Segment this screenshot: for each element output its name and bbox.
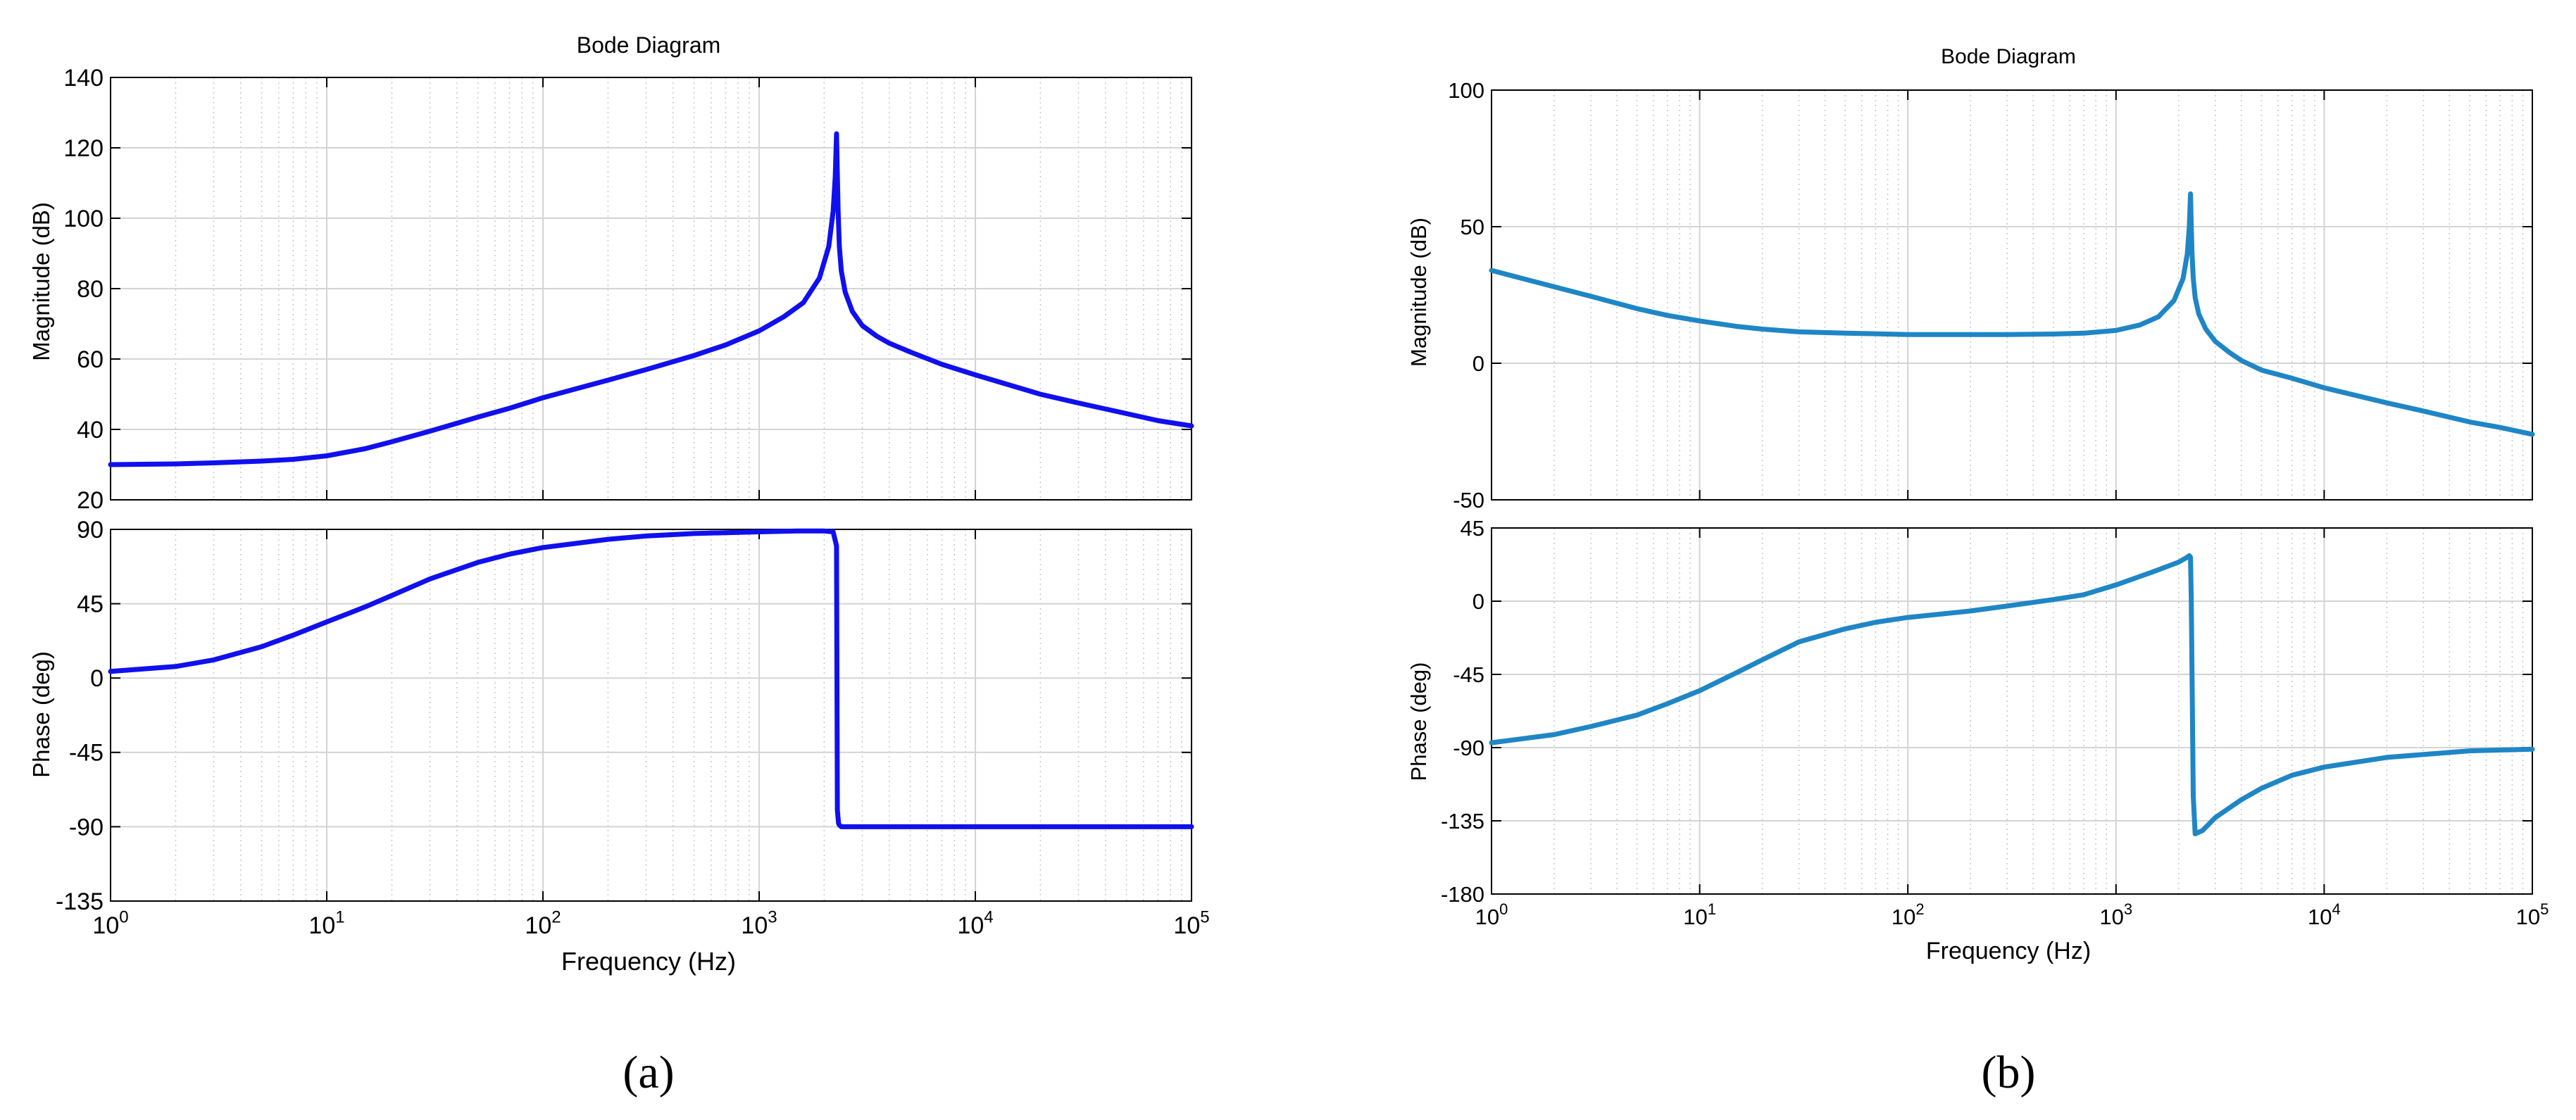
panel-b-x-axis-label: Frequency (Hz) (1926, 938, 2091, 964)
panel-a-x-axis-label: Frequency (Hz) (561, 947, 736, 976)
b-mag-response-line (1489, 191, 2535, 437)
b-ph-y-tick-label: 0 (1473, 589, 1484, 614)
panel-a-title: Bode Diagram (577, 32, 721, 58)
b-mag-axes-frame (1491, 89, 2533, 501)
b-mag-y-tick-label: 100 (1448, 78, 1484, 103)
panel-a-phase-plot: -135 -90 -45 0 45 90 100 101 102 103 104 105 (56, 517, 1210, 939)
a-x-tick-label: 101 (308, 908, 344, 939)
b-x-tick-label: 100 (1475, 900, 1508, 929)
a-mag-y-tick-label: 80 (77, 276, 104, 303)
a-ph-y-tick-label: 45 (77, 591, 104, 618)
b-ph-response-line (1489, 553, 2535, 836)
panel-a: Bode Diagram 20 40 60 80 100 120 140 -135 -90 -4… (28, 32, 1210, 1098)
a-x-tick-label: 103 (741, 908, 777, 939)
b-mag-y-tick-label: -50 (1453, 488, 1484, 512)
panel-b-magnitude-y-label: Magnitude (dB) (1406, 218, 1431, 367)
a-ph-y-tick-label: -45 (69, 740, 104, 767)
a-ph-y-tick-label: -135 (56, 888, 104, 915)
panel-a-magnitude-y-label: Magnitude (dB) (28, 202, 54, 361)
b-ph-y-tick-label: -180 (1441, 882, 1484, 907)
a-mag-y-tick-label: 140 (63, 65, 104, 92)
a-mag-y-tick-label: 100 (63, 206, 104, 232)
b-x-tick-label: 105 (2516, 900, 2549, 929)
a-x-tick-label: 100 (92, 908, 128, 939)
a-ph-y-tick-label: 0 (90, 665, 104, 692)
a-x-tick-label: 105 (1173, 908, 1209, 939)
b-x-tick-label: 102 (1892, 900, 1925, 929)
a-ph-axes-frame (110, 529, 1192, 902)
a-ph-y-tick-label: -90 (69, 814, 104, 841)
b-ph-y-tick-label: 45 (1461, 516, 1484, 541)
b-mag-y-tick-label: 0 (1473, 351, 1484, 376)
panel-b-title: Bode Diagram (1941, 45, 2076, 68)
panel-b-phase-plot: -180 -135 -90 -45 0 45 100 101 102 103 104 105 (1441, 516, 2549, 929)
b-ph-y-tick-label: -90 (1453, 736, 1484, 760)
a-x-tick-label: 102 (525, 908, 561, 939)
b-ph-y-tick-label: -45 (1453, 662, 1484, 687)
panel-a-magnitude-plot: 20 40 60 80 100 120 140 (63, 65, 1194, 514)
a-mag-axes-frame (110, 77, 1192, 501)
b-x-tick-label: 104 (2308, 900, 2341, 929)
a-mag-y-tick-label: 60 (77, 346, 104, 373)
panel-a-caption: (a) (623, 1047, 674, 1098)
panel-a-phase-y-label: Phase (deg) (28, 651, 54, 778)
b-x-tick-label: 101 (1683, 900, 1716, 929)
panel-b-phase-y-label: Phase (deg) (1406, 662, 1431, 781)
panel-b-magnitude-plot: -50 0 50 100 (1448, 78, 2535, 512)
a-mag-y-tick-label: 120 (63, 135, 104, 162)
b-mag-y-tick-label: 50 (1461, 215, 1484, 239)
a-mag-y-tick-label: 40 (77, 417, 104, 443)
b-ph-y-tick-label: -135 (1441, 809, 1484, 833)
panel-b-caption: (b) (1982, 1047, 2036, 1098)
b-ph-axes-frame (1491, 527, 2533, 895)
panel-b: Bode Diagram -50 0 50 100 -180 -135 -90 -45 0 45… (1406, 45, 2549, 1098)
a-ph-y-tick-label: 90 (77, 517, 104, 543)
b-x-tick-label: 103 (2099, 900, 2132, 929)
a-x-tick-label: 104 (957, 908, 993, 939)
a-mag-y-tick-label: 20 (77, 487, 104, 514)
a-ph-response-line (108, 528, 1194, 829)
a-mag-response-line (108, 131, 1194, 467)
